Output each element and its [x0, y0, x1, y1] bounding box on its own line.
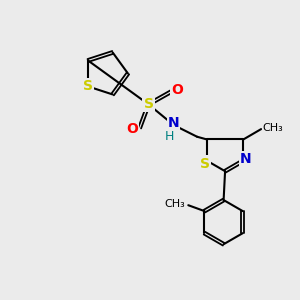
Text: O: O: [171, 82, 183, 97]
Text: H: H: [164, 130, 174, 143]
Text: S: S: [143, 98, 154, 111]
Text: N: N: [240, 152, 252, 166]
Text: S: S: [200, 157, 210, 170]
Text: O: O: [126, 122, 138, 136]
Text: N: N: [168, 116, 179, 130]
Text: CH₃: CH₃: [262, 123, 283, 133]
Text: S: S: [83, 80, 93, 93]
Text: CH₃: CH₃: [165, 199, 185, 209]
